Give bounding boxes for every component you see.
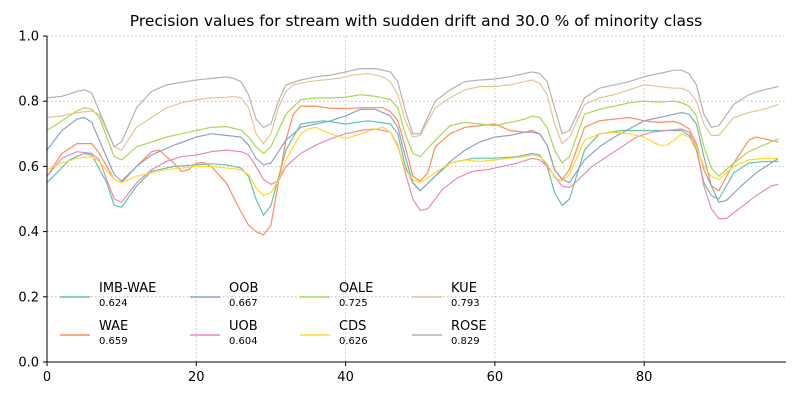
legend-score: 0.829 xyxy=(451,336,480,347)
legend-score: 0.604 xyxy=(229,336,258,347)
x-tick-label: 0 xyxy=(43,370,51,385)
series-line-wae xyxy=(46,105,779,236)
y-tick-label: 1.0 xyxy=(18,30,39,45)
legend-score: 0.667 xyxy=(229,298,258,309)
y-tick-label: 0.0 xyxy=(18,356,39,371)
series-line-cds xyxy=(46,126,779,197)
legend-entry-oale: OALE 0.725 xyxy=(300,281,373,309)
legend-entry-wae: WAE 0.659 xyxy=(60,319,128,347)
series-line-uob xyxy=(46,128,779,220)
axes: 0 20 40 60 80 0.0 0.2 0.4 0.6 0.8 1.0 xyxy=(18,30,786,385)
legend-score: 0.725 xyxy=(339,298,368,309)
legend-entry-uob: UOB 0.604 xyxy=(190,319,258,347)
x-tick-label: 80 xyxy=(636,370,653,385)
series-line-oale xyxy=(46,94,779,177)
y-tick-label: 0.2 xyxy=(18,290,39,305)
legend: IMB-WAE 0.624 WAE 0.659 OOB 0.667 UOB 0.604 OALE… xyxy=(60,281,487,347)
legend-entry-rose: ROSE 0.829 xyxy=(412,319,487,347)
y-tick-label: 0.6 xyxy=(18,160,39,175)
x-tick-label: 20 xyxy=(188,370,205,385)
series-lines xyxy=(46,67,779,236)
x-tick-label: 40 xyxy=(337,370,354,385)
legend-label: CDS xyxy=(339,319,366,334)
legend-entry-cds: CDS 0.626 xyxy=(300,319,368,347)
series-line-rose xyxy=(46,67,779,148)
chart-title: Precision values for stream with sudden … xyxy=(130,12,702,30)
y-tick-label: 0.4 xyxy=(18,225,39,240)
legend-label: OALE xyxy=(339,281,373,296)
legend-score: 0.793 xyxy=(451,298,480,309)
legend-label: OOB xyxy=(229,281,258,296)
series-line-kue xyxy=(46,72,779,151)
y-tick-label: 0.8 xyxy=(18,95,39,110)
x-tick-label: 60 xyxy=(487,370,504,385)
legend-entry-imb-wae: IMB-WAE 0.624 xyxy=(60,281,156,309)
legend-label: KUE xyxy=(451,281,477,296)
legend-score: 0.624 xyxy=(99,298,128,309)
legend-label: ROSE xyxy=(451,319,487,334)
legend-entry-oob: OOB 0.667 xyxy=(190,281,258,309)
legend-label: WAE xyxy=(99,319,128,334)
legend-entry-kue: KUE 0.793 xyxy=(412,281,480,309)
grid xyxy=(46,35,786,363)
legend-score: 0.626 xyxy=(339,336,368,347)
legend-label: UOB xyxy=(229,319,258,334)
legend-score: 0.659 xyxy=(99,336,128,347)
legend-label: IMB-WAE xyxy=(99,281,156,296)
series-line-imb-wae xyxy=(46,120,779,216)
series-line-oob xyxy=(46,108,779,203)
